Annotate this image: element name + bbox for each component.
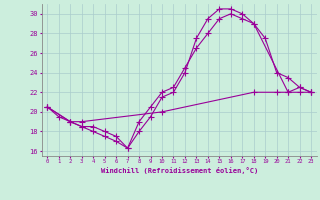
X-axis label: Windchill (Refroidissement éolien,°C): Windchill (Refroidissement éolien,°C): [100, 167, 258, 174]
